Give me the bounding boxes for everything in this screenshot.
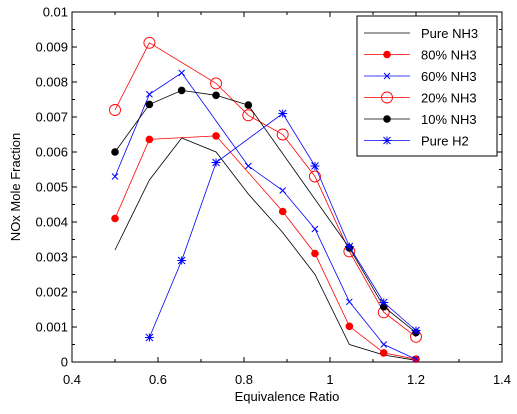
y-tick-label: 0.009: [35, 40, 68, 55]
series-80-nh3: [111, 132, 420, 364]
data-point: [244, 101, 253, 109]
legend-frame: [356, 15, 498, 157]
x-tick-label: 1: [326, 372, 333, 387]
y-tick-label: 0.01: [43, 5, 68, 20]
data-point: [412, 355, 420, 363]
data-point: [311, 249, 319, 258]
data-point: [177, 256, 187, 265]
legend-marker: [383, 115, 391, 123]
data-point: [345, 298, 353, 306]
data-point: [111, 214, 119, 223]
data-point: [279, 187, 287, 194]
y-tick-label: 0.007: [35, 110, 68, 125]
legend-marker: [382, 136, 392, 145]
data-point: [111, 148, 119, 156]
y-tick-label: 0.002: [35, 285, 68, 300]
series-line: [114, 137, 417, 361]
legend-marker: [383, 72, 391, 80]
x-tick-label: 0.6: [149, 372, 167, 387]
y-tick-label: 0.003: [35, 250, 68, 265]
data-point: [379, 298, 389, 307]
legend-item: 10% NH3: [364, 112, 477, 127]
series-pure-nh3: [114, 137, 417, 361]
data-point: [212, 132, 220, 140]
data-point: [278, 109, 288, 118]
legend-item: 80% NH3: [364, 48, 477, 63]
data-point: [212, 91, 220, 100]
legend-item: Pure NH3: [364, 26, 478, 41]
series-group: [109, 36, 422, 364]
data-point: [146, 90, 153, 98]
x-axis-title: Equivalence Ratio: [235, 389, 340, 404]
data-point: [380, 341, 388, 348]
series-line: [114, 89, 417, 333]
data-point: [111, 173, 119, 180]
x-tick-label: 0.4: [63, 372, 81, 387]
data-point: [210, 77, 223, 90]
legend-label: 20% NH3: [421, 91, 477, 106]
legend-label: 60% NH3: [421, 69, 477, 84]
data-point: [276, 128, 289, 141]
data-point: [278, 207, 287, 216]
legend-label: Pure NH3: [421, 26, 478, 41]
y-tick-label: 0.006: [35, 145, 68, 160]
data-point: [344, 242, 354, 251]
data-point: [178, 69, 186, 77]
data-point: [244, 162, 252, 170]
legend-marker: [383, 50, 391, 59]
series-line: [149, 112, 417, 338]
legend-item: Pure H2: [364, 134, 469, 149]
data-point: [109, 104, 121, 116]
y-tick-label: 0.004: [35, 215, 68, 230]
data-point: [411, 326, 421, 335]
legend-item: 60% NH3: [364, 69, 477, 84]
data-point: [242, 109, 255, 122]
data-point: [144, 333, 154, 342]
series-pure-h2: [144, 109, 421, 342]
y-tick-label: 0.008: [35, 75, 68, 90]
data-point: [379, 349, 388, 357]
legend-item: 20% NH3: [364, 91, 477, 106]
data-point: [177, 86, 186, 95]
x-tick-label: 1.4: [493, 372, 511, 387]
legend-label: 10% NH3: [421, 112, 477, 127]
series-60-nh3: [111, 69, 420, 363]
y-tick-label: 0.001: [35, 320, 68, 335]
legend-marker: [381, 91, 393, 104]
y-tick-label: 0: [61, 355, 68, 370]
series-line: [114, 135, 417, 360]
data-point: [311, 225, 319, 233]
x-tick-label: 1.2: [407, 372, 425, 387]
series-line: [114, 42, 417, 338]
series-10-nh3: [111, 86, 420, 337]
data-point: [145, 100, 154, 109]
y-tick-label: 0.005: [35, 180, 68, 195]
data-point: [309, 170, 321, 183]
legend-label: Pure H2: [421, 134, 469, 149]
data-point: [345, 322, 354, 331]
y-axis-title: NOx Mole Fraction: [8, 133, 23, 241]
legend: Pure NH3 80% NH3 60% NH3 20% NH3 10% NH3 Pure…: [356, 15, 498, 157]
x-tick-label: 0.8: [235, 372, 253, 387]
data-point: [310, 162, 320, 170]
data-point: [211, 158, 221, 167]
data-point: [145, 135, 154, 144]
data-point: [143, 36, 156, 49]
legend-label: 80% NH3: [421, 48, 477, 63]
